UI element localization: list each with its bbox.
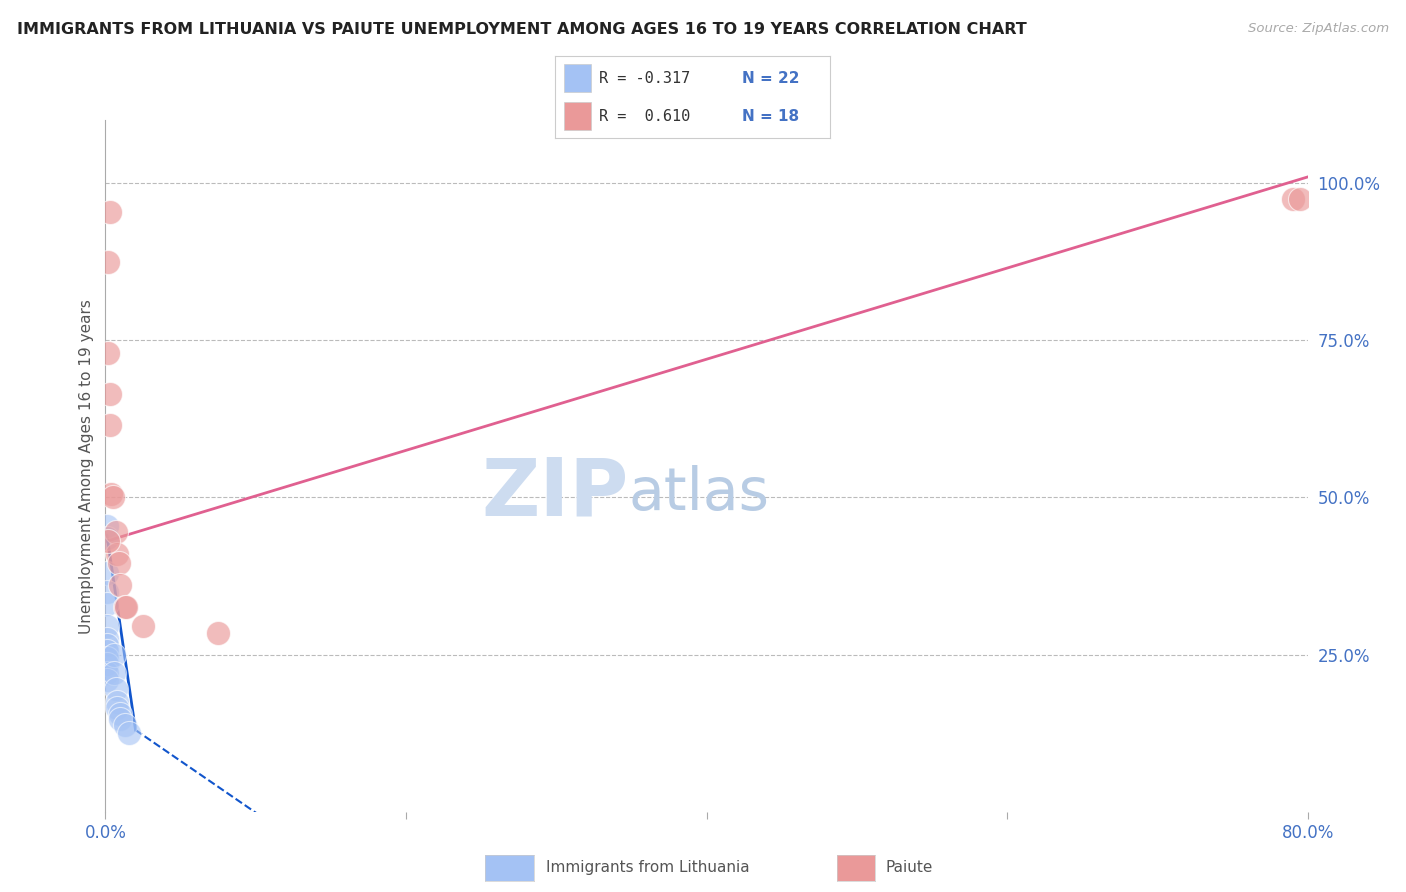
Bar [564, 64, 591, 92]
Point [96, 673, 118, 687]
Point [96, 532, 118, 546]
Text: ZIP: ZIP [481, 455, 628, 533]
Point [132, 619, 155, 633]
Point [96, 666, 118, 681]
Point [104, 524, 127, 539]
Point [107, 701, 129, 715]
Point [107, 547, 129, 561]
Point [118, 726, 141, 740]
Point [96, 598, 118, 612]
Y-axis label: Unemployment Among Ages 16 to 19 years: Unemployment Among Ages 16 to 19 years [79, 299, 94, 633]
Text: R = -0.317: R = -0.317 [599, 70, 690, 86]
Text: R =  0.610: R = 0.610 [599, 109, 690, 124]
Text: N = 22: N = 22 [742, 70, 799, 86]
Text: IMMIGRANTS FROM LITHUANIA VS PAIUTE UNEMPLOYMENT AMONG AGES 16 TO 19 YEARS CORRE: IMMIGRANTS FROM LITHUANIA VS PAIUTE UNEM… [17, 22, 1026, 37]
Point [97, 255, 120, 269]
Point [110, 707, 132, 722]
Point [104, 682, 127, 697]
Point [101, 491, 124, 505]
Point [1281, 192, 1303, 206]
Text: N = 18: N = 18 [742, 109, 799, 124]
Point [96, 638, 118, 652]
Point [98, 386, 121, 401]
Point [96, 584, 118, 599]
Text: Source: ZipAtlas.com: Source: ZipAtlas.com [1249, 22, 1389, 36]
Point [96, 566, 118, 580]
Bar [564, 103, 591, 130]
Point [96, 657, 118, 671]
Text: Immigrants from Lithuania: Immigrants from Lithuania [546, 861, 749, 875]
Point [96, 518, 118, 533]
Point [115, 600, 138, 615]
Text: Paiute: Paiute [886, 861, 934, 875]
Point [98, 204, 121, 219]
Point [108, 557, 131, 571]
Text: atlas: atlas [628, 466, 769, 522]
Point [103, 666, 125, 681]
Point [1289, 192, 1312, 206]
Point [98, 418, 121, 433]
Point [96, 650, 118, 665]
Point [114, 718, 136, 732]
Point [207, 625, 229, 640]
Point [110, 712, 132, 726]
Point [107, 695, 129, 709]
Point [110, 578, 132, 592]
Point [100, 487, 122, 501]
Point [114, 600, 136, 615]
Point [97, 534, 120, 549]
Point [96, 644, 118, 658]
Point [103, 648, 125, 662]
Point [96, 632, 118, 646]
Point [97, 346, 120, 360]
Point [96, 619, 118, 633]
